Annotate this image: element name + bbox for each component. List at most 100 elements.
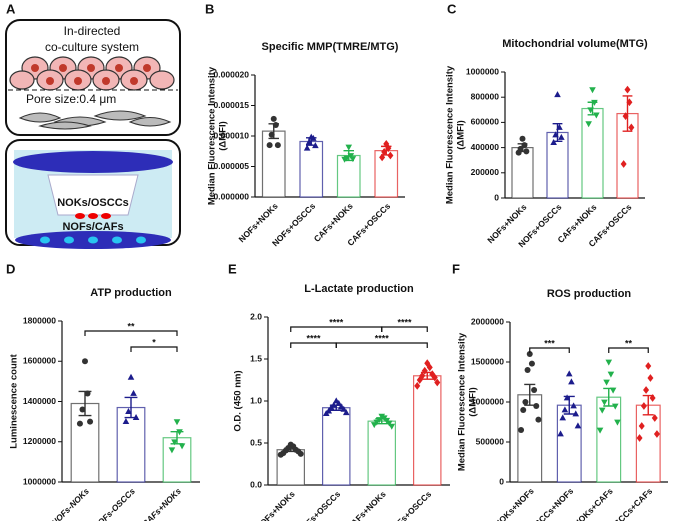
data-point <box>593 112 600 119</box>
data-point <box>520 407 527 413</box>
data-point <box>327 404 335 411</box>
y-axis-label: Median Fluorescence Intensity <box>445 65 456 204</box>
data-point <box>587 107 594 114</box>
data-point <box>601 399 608 406</box>
data-point <box>414 381 421 390</box>
significance-bracket <box>381 326 428 332</box>
data-point <box>434 378 441 387</box>
chart-title: ATP production <box>90 287 172 299</box>
significance-bracket <box>290 326 383 332</box>
panel-letter: D <box>6 261 15 276</box>
y-tick-label: 0.5 <box>250 437 262 447</box>
data-point <box>82 358 88 365</box>
y-tick-label: 400000 <box>471 142 500 152</box>
data-point <box>379 153 386 162</box>
data-point <box>596 427 604 434</box>
panel-letter: F <box>452 261 460 276</box>
panel-letter: B <box>205 1 214 16</box>
y-tick-label: 0 <box>494 192 499 202</box>
significance-label: **** <box>306 333 321 343</box>
schematic-title: co-culture system <box>45 40 139 54</box>
y-tick-label: 1200000 <box>23 436 56 446</box>
y-axis-label: Median Fluorescence Intensity <box>457 332 468 471</box>
y-tick-label: 600000 <box>471 117 500 127</box>
data-point <box>268 131 275 138</box>
data-point <box>303 144 311 151</box>
data-point <box>431 373 438 382</box>
data-point <box>84 390 91 397</box>
y-tick-label: 1000000 <box>23 476 56 486</box>
data-point <box>645 362 652 370</box>
panel-letter: E <box>228 261 237 276</box>
significance-bracket <box>608 347 649 353</box>
data-point <box>518 427 525 433</box>
data-point <box>335 399 343 406</box>
x-tick-label: CAFs+OSCCs <box>386 489 433 521</box>
x-tick-label: NOFs-NOKs <box>49 486 91 521</box>
y-tick-label: 1500000 <box>471 356 504 366</box>
data-point <box>554 91 561 98</box>
chart-title: ROS production <box>547 288 632 300</box>
insert <box>47 174 139 216</box>
data-point <box>531 387 538 393</box>
data-point <box>385 420 393 427</box>
data-point <box>557 430 564 437</box>
bar <box>511 147 534 199</box>
data-point <box>312 142 319 149</box>
chart-title: Mitochondrial volume(MTG) <box>502 38 648 50</box>
bar <box>116 406 146 483</box>
bar <box>322 407 351 486</box>
fibroblasts <box>18 110 172 130</box>
significance-label: * <box>152 337 156 347</box>
y-tick-label: 1.0 <box>250 395 262 405</box>
data-point <box>168 447 176 454</box>
data-point <box>640 402 647 410</box>
bar <box>581 107 604 199</box>
data-point <box>563 394 571 401</box>
y-axis-label: (ΔMFI) <box>218 121 229 151</box>
data-point <box>342 409 350 416</box>
lower-cells: NOFs/CAFs <box>62 221 123 233</box>
data-point <box>643 386 650 394</box>
data-point <box>628 123 635 132</box>
cell-nuclei <box>31 64 151 85</box>
x-tick-label: NOKs+CAFs <box>572 486 615 521</box>
x-tick-label: NOKs+NOFs <box>492 486 536 521</box>
data-point <box>130 389 137 396</box>
data-point <box>622 112 629 120</box>
y-tick-label: 2.0 <box>250 311 262 321</box>
significance-label: ** <box>625 338 633 348</box>
data-point <box>558 133 565 140</box>
data-point <box>178 443 186 450</box>
data-point <box>523 148 530 155</box>
data-point <box>535 416 542 423</box>
upper-cells: NOKs/OSCCs <box>57 197 129 209</box>
chart-title: Specific MMP(TMRE/MTG) <box>262 41 399 53</box>
y-tick-label: 1600000 <box>23 356 56 366</box>
y-tick-label: 1000000 <box>466 66 499 76</box>
data-point <box>297 450 304 457</box>
x-tick-label: OSCCs+NOFs <box>528 486 576 521</box>
bar <box>413 375 442 486</box>
data-point <box>568 378 575 385</box>
significance-label: ** <box>127 321 135 331</box>
data-point <box>611 403 619 410</box>
data-point <box>387 151 394 160</box>
data-point <box>122 418 130 425</box>
data-point <box>132 414 140 420</box>
data-point <box>570 402 577 409</box>
data-point <box>620 160 627 168</box>
data-point <box>626 98 633 107</box>
data-point <box>173 419 181 426</box>
data-point <box>125 407 132 414</box>
y-tick-label: 200000 <box>471 167 500 177</box>
data-point <box>550 138 557 145</box>
data-point <box>533 403 540 409</box>
bar <box>374 150 399 198</box>
data-point <box>574 422 582 429</box>
insert-top <box>13 151 173 173</box>
data-point <box>515 149 522 156</box>
data-point <box>305 138 313 145</box>
data-point <box>603 379 610 386</box>
